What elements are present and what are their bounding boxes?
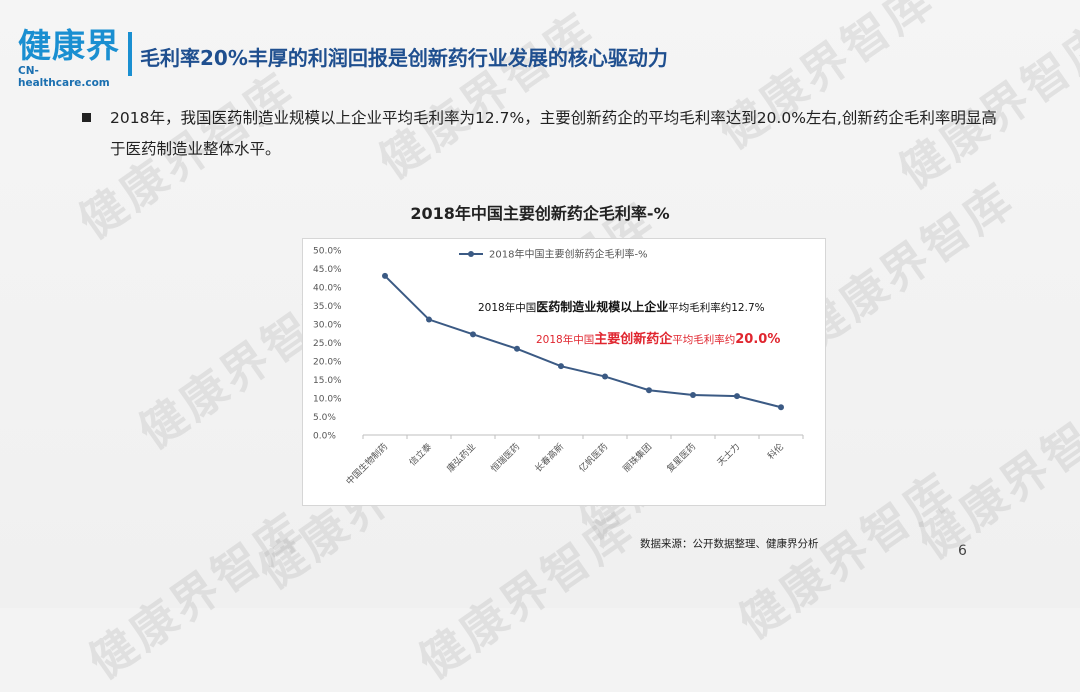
y-tick-label: 10.0%	[313, 395, 342, 405]
chart-container: 0.0% 5.0% 10.0% 15.0% 20.0% 25.0% 30.0% 35.0% 40…	[302, 238, 826, 506]
y-tick-label: 0.0%	[313, 432, 336, 442]
data-point	[646, 387, 652, 394]
data-point	[514, 345, 520, 352]
annotation-innovative: 2018年中国主要创新药企平均毛利率约20.0%	[536, 331, 780, 347]
line-chart: 0.0% 5.0% 10.0% 15.0% 20.0% 25.0% 30.0% 35.0% 40…	[313, 247, 804, 488]
bullet-text: 2018年，我国医药制造业规模以上企业平均毛利率为12.7%，主要创新药企的平均…	[110, 109, 997, 158]
y-tick-label: 35.0%	[313, 302, 342, 312]
x-tick-label: 中国生物制药	[343, 441, 390, 488]
x-tick-label: 丽珠集团	[620, 441, 654, 475]
x-tick-label: 康弘药业	[444, 441, 478, 475]
legend-label: 2018年中国主要创新药企毛利率-%	[489, 248, 648, 261]
x-tick-label: 信立泰	[407, 441, 435, 469]
y-tick-label: 5.0%	[313, 413, 336, 423]
page-number: 6	[958, 543, 967, 559]
series-line	[384, 275, 782, 409]
x-tick-label: 长春高新	[532, 441, 566, 475]
y-tick-label: 25.0%	[313, 339, 342, 349]
x-tick-label: 科伦	[765, 441, 786, 462]
logo-sub-text: CN-healthcare.com	[18, 65, 110, 89]
y-tick-label: 40.0%	[313, 284, 342, 294]
data-point	[690, 392, 696, 399]
y-tick-label: 20.0%	[313, 358, 342, 368]
data-point	[426, 316, 432, 323]
x-tick-label: 亿帆医药	[576, 441, 610, 475]
data-point	[734, 393, 740, 400]
data-point	[602, 373, 608, 380]
title-divider	[128, 32, 132, 76]
data-point	[558, 363, 564, 370]
legend-marker	[468, 251, 474, 257]
data-point	[778, 404, 784, 411]
logo-main-text: 健康界	[18, 26, 120, 65]
y-tick-label: 30.0%	[313, 321, 342, 331]
x-tick-label: 复星医药	[664, 441, 698, 475]
logo: 健康界 CN-healthcare.com	[18, 26, 130, 90]
y-tick-label: 50.0%	[313, 247, 342, 257]
x-tick-label: 恒瑞医药	[488, 441, 522, 475]
bullet-square-icon	[82, 113, 91, 122]
x-tick-label: 天士力	[715, 441, 743, 469]
page-title: 毛利率20%丰厚的利润回报是创新药行业发展的核心驱动力	[140, 46, 668, 70]
data-source: 数据来源：公开数据整理、健康界分析	[640, 538, 819, 550]
y-tick-label: 45.0%	[313, 265, 342, 275]
chart-title: 2018年中国主要创新药企毛利率-%	[410, 204, 670, 223]
y-tick-label: 15.0%	[313, 376, 342, 386]
data-point	[470, 331, 476, 338]
bullet-point: 2018年，我国医药制造业规模以上企业平均毛利率为12.7%，主要创新药企的平均…	[82, 103, 1002, 165]
data-point	[382, 272, 388, 279]
annotation-industry: 2018年中国医药制造业规模以上企业平均毛利率约12.7%	[478, 299, 765, 314]
